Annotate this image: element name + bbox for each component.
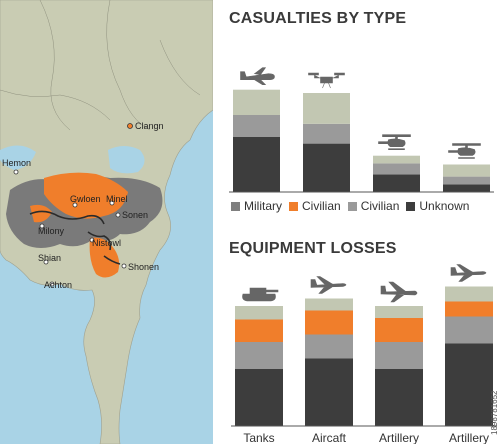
bar-segment bbox=[235, 306, 283, 320]
map-label-minel: Minel bbox=[106, 194, 128, 204]
bar-stack bbox=[375, 306, 423, 426]
bar-stack bbox=[235, 306, 283, 426]
equipment-chart: Tanks Aircaft Artillery Artillery bbox=[231, 264, 497, 444]
charts-panel: CASUALTIES BY TYPE Military Civilian Civ… bbox=[213, 0, 500, 444]
airplane-icon bbox=[240, 67, 275, 85]
bar-segment bbox=[235, 369, 283, 426]
legend-swatch bbox=[231, 201, 240, 211]
bar-segment bbox=[443, 176, 490, 185]
legend-label: Civilian bbox=[360, 199, 400, 213]
bar-stack bbox=[373, 155, 420, 192]
bar-segment bbox=[303, 123, 350, 144]
bar-segment bbox=[373, 174, 420, 192]
jet-icon bbox=[310, 276, 347, 294]
legend-label: Military bbox=[244, 199, 282, 213]
legend-item: Military bbox=[231, 199, 282, 213]
casualties-chart bbox=[229, 67, 494, 193]
region-hot-north bbox=[44, 172, 128, 219]
region-hot-west bbox=[30, 204, 52, 223]
tank-icon bbox=[242, 287, 279, 302]
bar-segment bbox=[233, 89, 280, 115]
map-label-gwloen: Gwloen bbox=[70, 194, 101, 204]
map-label-shian: Shian bbox=[38, 253, 61, 263]
bar-segment bbox=[445, 343, 493, 426]
bar-segment bbox=[443, 184, 490, 192]
x-tick-label: Aircaft bbox=[312, 431, 347, 444]
coast-bay bbox=[0, 145, 36, 170]
map-label-achton: Achton bbox=[44, 280, 72, 290]
bar-segment bbox=[373, 155, 420, 164]
bar-segment bbox=[375, 342, 423, 369]
map-label-milony: Milony bbox=[38, 226, 65, 236]
map-label-hemon: Hemon bbox=[2, 158, 31, 168]
stock-id: 1898781652 bbox=[490, 390, 499, 436]
jet-icon bbox=[450, 264, 487, 282]
bar-segment bbox=[305, 310, 353, 335]
bar-segment bbox=[443, 164, 490, 177]
helicopter-icon bbox=[378, 134, 411, 150]
map-label-sonen: Sonen bbox=[122, 210, 148, 220]
chart-title-casualties: CASUALTIES BY TYPE bbox=[229, 10, 407, 27]
legend-swatch bbox=[289, 201, 298, 211]
bar-stack bbox=[233, 89, 280, 192]
bar-segment bbox=[305, 298, 353, 311]
bar-segment bbox=[375, 306, 423, 318]
x-tick-label: Tanks bbox=[243, 431, 274, 444]
region-hot-south bbox=[89, 237, 120, 278]
bar-segment bbox=[303, 143, 350, 192]
legend-swatch bbox=[406, 201, 416, 211]
bar-segment bbox=[235, 342, 283, 369]
bar-segment bbox=[303, 93, 350, 124]
chart-title-equipment: EQUIPMENT LOSSES bbox=[229, 240, 397, 257]
x-tick-label: Artillery bbox=[449, 431, 489, 444]
inland-sea bbox=[108, 146, 145, 174]
legend-swatch bbox=[347, 201, 357, 211]
bar-stack bbox=[305, 298, 353, 426]
bar-segment bbox=[445, 316, 493, 344]
legend-item: Unknown bbox=[406, 199, 469, 213]
bar-segment bbox=[375, 369, 423, 426]
plane-icon bbox=[380, 281, 418, 303]
bar-segment bbox=[445, 286, 493, 302]
legend-label: Civilian bbox=[302, 199, 341, 213]
x-tick-label: Artillery bbox=[379, 431, 419, 444]
bar-segment bbox=[305, 334, 353, 359]
map-label-clangn: Clangn bbox=[135, 121, 164, 131]
legend-label: Unknown bbox=[419, 199, 470, 213]
bar-stack bbox=[303, 93, 350, 192]
bar-segment bbox=[233, 115, 280, 137]
legend-item: Civilian bbox=[289, 199, 341, 213]
bar-stack bbox=[443, 164, 490, 192]
map-label-shonen: Shonen bbox=[128, 262, 159, 272]
legend-item: Civilian bbox=[347, 199, 400, 213]
bar-segment bbox=[373, 163, 420, 175]
helicopter-icon bbox=[448, 143, 481, 159]
bar-segment bbox=[235, 319, 283, 342]
bar-segment bbox=[375, 318, 423, 342]
bar-segment bbox=[233, 137, 280, 192]
stock-id-strip: 1898781652 bbox=[488, 305, 500, 445]
drone-icon bbox=[308, 72, 345, 89]
front-lines bbox=[29, 210, 121, 265]
map-label-nistowl: Nistowl bbox=[92, 238, 121, 248]
map: Clangn Hemon Gwloen Minel Sonen Milony N… bbox=[0, 0, 213, 444]
city-markers bbox=[13, 123, 133, 287]
bar-segment bbox=[305, 358, 353, 426]
bar-segment bbox=[445, 301, 493, 317]
legend: Military Civilian Civilian Unknown bbox=[231, 199, 476, 213]
bar-stack bbox=[445, 286, 493, 426]
